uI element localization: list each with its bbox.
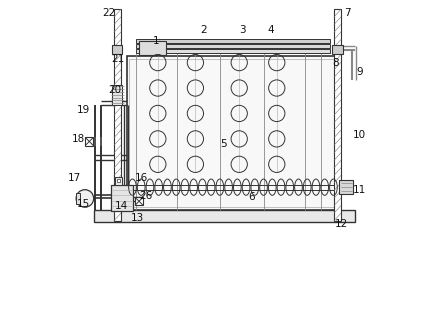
Bar	[334, 9, 341, 221]
Bar	[117, 179, 120, 182]
Text: 21: 21	[111, 54, 125, 64]
Bar	[333, 45, 342, 54]
Text: 7: 7	[344, 8, 350, 18]
Text: 8: 8	[332, 58, 339, 68]
Bar	[136, 44, 330, 48]
Bar	[127, 56, 339, 210]
Bar	[76, 193, 80, 204]
Text: 10: 10	[353, 130, 366, 140]
Text: 11: 11	[353, 185, 366, 195]
Text: 17: 17	[67, 173, 81, 183]
Text: 16: 16	[135, 173, 148, 183]
Text: 22: 22	[102, 8, 115, 18]
Bar	[129, 59, 337, 207]
Text: 5: 5	[220, 139, 227, 149]
Text: 19: 19	[77, 105, 90, 115]
Text: 1: 1	[153, 36, 159, 46]
Text: 2: 2	[200, 25, 206, 35]
Text: 4: 4	[267, 25, 274, 35]
Bar	[136, 49, 330, 53]
Bar	[111, 185, 133, 211]
Bar	[136, 39, 330, 43]
Bar	[115, 177, 122, 185]
Text: 12: 12	[334, 219, 348, 229]
Text: 13: 13	[131, 213, 144, 223]
Text: 14: 14	[115, 201, 128, 211]
Bar	[139, 41, 166, 55]
Text: 15: 15	[77, 199, 90, 209]
Bar	[339, 180, 353, 194]
Bar	[112, 45, 123, 54]
Text: 18: 18	[72, 134, 85, 144]
Bar	[135, 197, 143, 205]
Text: 9: 9	[357, 67, 363, 77]
Bar	[94, 210, 355, 222]
Text: 6: 6	[249, 192, 255, 202]
Bar	[114, 9, 121, 221]
Text: 20: 20	[108, 85, 122, 95]
Text: 3: 3	[239, 25, 246, 35]
Text: 26: 26	[139, 191, 153, 201]
Bar	[85, 137, 93, 146]
Bar	[112, 85, 123, 105]
Circle shape	[76, 190, 94, 207]
